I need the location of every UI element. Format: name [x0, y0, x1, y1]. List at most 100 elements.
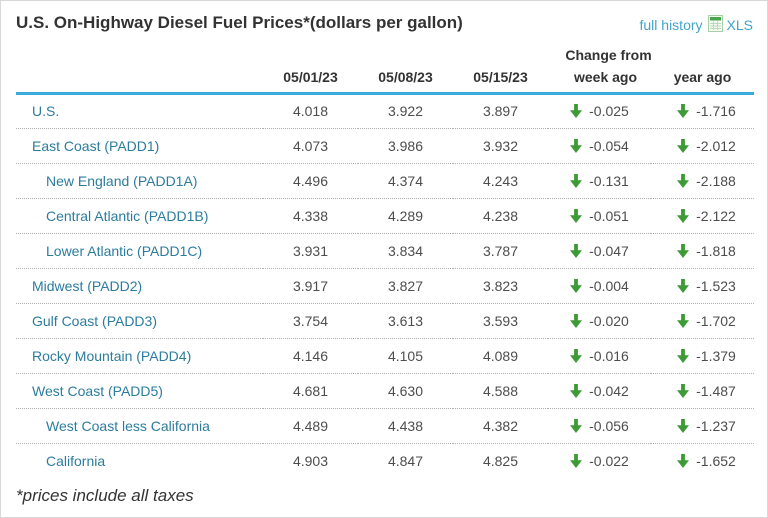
- down-arrow-icon: [677, 104, 690, 118]
- price-value: 3.613: [358, 303, 453, 339]
- price-value: 3.834: [358, 233, 453, 269]
- week-ago-change-cell: -0.051: [548, 198, 651, 234]
- change-value: -0.022: [589, 452, 629, 469]
- xls-download-link[interactable]: XLS: [707, 15, 753, 35]
- change-value: -2.012: [696, 137, 736, 154]
- down-arrow-icon: [677, 453, 690, 468]
- price-value: 3.932: [453, 128, 548, 164]
- price-value: 4.338: [263, 198, 358, 234]
- table-row: Lower Atlantic (PADD1C) 3.931 3.834 3.78…: [16, 233, 754, 269]
- week-ago-column-header: week ago: [548, 63, 651, 95]
- table-row: Rocky Mountain (PADD4) 4.146 4.105 4.089…: [16, 338, 754, 374]
- down-arrow-icon: [570, 173, 583, 188]
- down-arrow-icon: [570, 313, 583, 328]
- date-column-header: 05/08/23: [358, 63, 453, 95]
- week-ago-change-cell: -0.131: [548, 163, 651, 199]
- region-label: Rocky Mountain (PADD4): [16, 338, 263, 374]
- price-value: 4.438: [358, 408, 453, 444]
- xls-file-icon[interactable]: [707, 15, 723, 35]
- change-value: -0.131: [589, 172, 629, 189]
- xls-link-label[interactable]: XLS: [726, 17, 753, 33]
- down-arrow-icon: [570, 453, 583, 468]
- price-value: 3.827: [358, 268, 453, 304]
- price-value: 3.917: [263, 268, 358, 304]
- down-arrow-icon: [570, 418, 583, 433]
- down-arrow-icon: [677, 208, 690, 223]
- down-arrow-icon: [677, 138, 690, 153]
- change-value: -0.020: [589, 312, 629, 329]
- down-arrow-icon: [570, 138, 583, 153]
- region-label: Gulf Coast (PADD3): [16, 303, 263, 339]
- header-links: full history XLS: [639, 15, 753, 35]
- region-label: Midwest (PADD2): [16, 268, 263, 304]
- year-ago-change-cell: -1.652: [651, 443, 754, 478]
- region-label: Lower Atlantic (PADD1C): [16, 233, 263, 269]
- table-row: U.S. 4.018 3.922 3.897 -0.025 -1.716: [16, 93, 754, 129]
- date-column-header: 05/01/23: [263, 63, 358, 95]
- change-value: -0.042: [589, 382, 629, 399]
- down-arrow-icon: [677, 383, 690, 398]
- price-value: 3.823: [453, 268, 548, 304]
- change-value: -1.487: [696, 382, 736, 399]
- down-arrow-icon: [570, 104, 583, 118]
- week-ago-change-cell: -0.022: [548, 443, 651, 478]
- date-column-header: 05/15/23: [453, 63, 548, 95]
- diesel-prices-table: Change from 05/01/23 05/08/23 05/15/23 w…: [16, 41, 754, 478]
- down-arrow-icon: [677, 313, 690, 328]
- price-value: 4.374: [358, 163, 453, 199]
- column-header-row: 05/01/23 05/08/23 05/15/23 week ago year…: [16, 63, 754, 95]
- table-row: Central Atlantic (PADD1B) 4.338 4.289 4.…: [16, 198, 754, 234]
- table-body: U.S. 4.018 3.922 3.897 -0.025 -1.716 Eas…: [16, 93, 754, 478]
- page-title: U.S. On-Highway Diesel Fuel Prices*(doll…: [16, 13, 463, 32]
- year-ago-change-cell: -2.122: [651, 198, 754, 234]
- price-value: 3.922: [358, 93, 453, 129]
- down-arrow-icon: [570, 278, 583, 293]
- change-value: -0.056: [589, 417, 629, 434]
- full-history-link[interactable]: full history: [639, 17, 703, 33]
- change-value: -1.818: [696, 242, 736, 259]
- price-value: 3.931: [263, 233, 358, 269]
- change-value: -0.047: [589, 242, 629, 259]
- header-bar: U.S. On-Highway Diesel Fuel Prices*(doll…: [1, 1, 767, 35]
- price-value: 4.289: [358, 198, 453, 234]
- price-value: 4.630: [358, 373, 453, 409]
- down-arrow-icon: [570, 348, 583, 363]
- year-ago-change-cell: -2.012: [651, 128, 754, 164]
- region-label: California: [46, 452, 106, 469]
- region-label: East Coast (PADD1): [16, 128, 263, 164]
- price-value: 3.754: [263, 303, 358, 339]
- price-value: 4.146: [263, 338, 358, 374]
- change-value: -2.188: [696, 172, 736, 189]
- price-value: 4.903: [292, 452, 329, 469]
- price-value: 4.489: [263, 408, 358, 444]
- down-arrow-icon: [677, 243, 690, 258]
- year-ago-change-cell: -1.237: [651, 408, 754, 444]
- change-value: -2.122: [696, 207, 736, 224]
- change-value: -1.702: [696, 312, 736, 329]
- table-row: West Coast (PADD5) 4.681 4.630 4.588 -0.…: [16, 373, 754, 409]
- change-value: -0.004: [589, 277, 629, 294]
- year-ago-column-header: year ago: [651, 63, 754, 95]
- table-row: East Coast (PADD1) 4.073 3.986 3.932 -0.…: [16, 128, 754, 164]
- week-ago-change-cell: -0.020: [548, 303, 651, 339]
- change-value: -1.716: [696, 103, 736, 119]
- week-ago-change-cell: -0.042: [548, 373, 651, 409]
- price-value: 4.073: [263, 128, 358, 164]
- region-label: New England (PADD1A): [16, 163, 263, 199]
- price-value: 4.018: [263, 93, 358, 129]
- price-value: 3.787: [453, 233, 548, 269]
- week-ago-change-cell: -0.054: [548, 128, 651, 164]
- price-value: 4.238: [453, 198, 548, 234]
- down-arrow-icon: [570, 208, 583, 223]
- week-ago-change-cell: -0.004: [548, 268, 651, 304]
- price-value: 4.681: [263, 373, 358, 409]
- table-row: Midwest (PADD2) 3.917 3.827 3.823 -0.004…: [16, 268, 754, 304]
- change-value: -0.025: [589, 103, 629, 119]
- change-value: -1.652: [696, 452, 736, 469]
- price-value: 4.089: [453, 338, 548, 374]
- table-row: West Coast less California 4.489 4.438 4…: [16, 408, 754, 444]
- week-ago-change-cell: -0.047: [548, 233, 651, 269]
- week-ago-change-cell: -0.025: [548, 93, 651, 129]
- change-value: -0.051: [589, 207, 629, 224]
- year-ago-change-cell: -1.818: [651, 233, 754, 269]
